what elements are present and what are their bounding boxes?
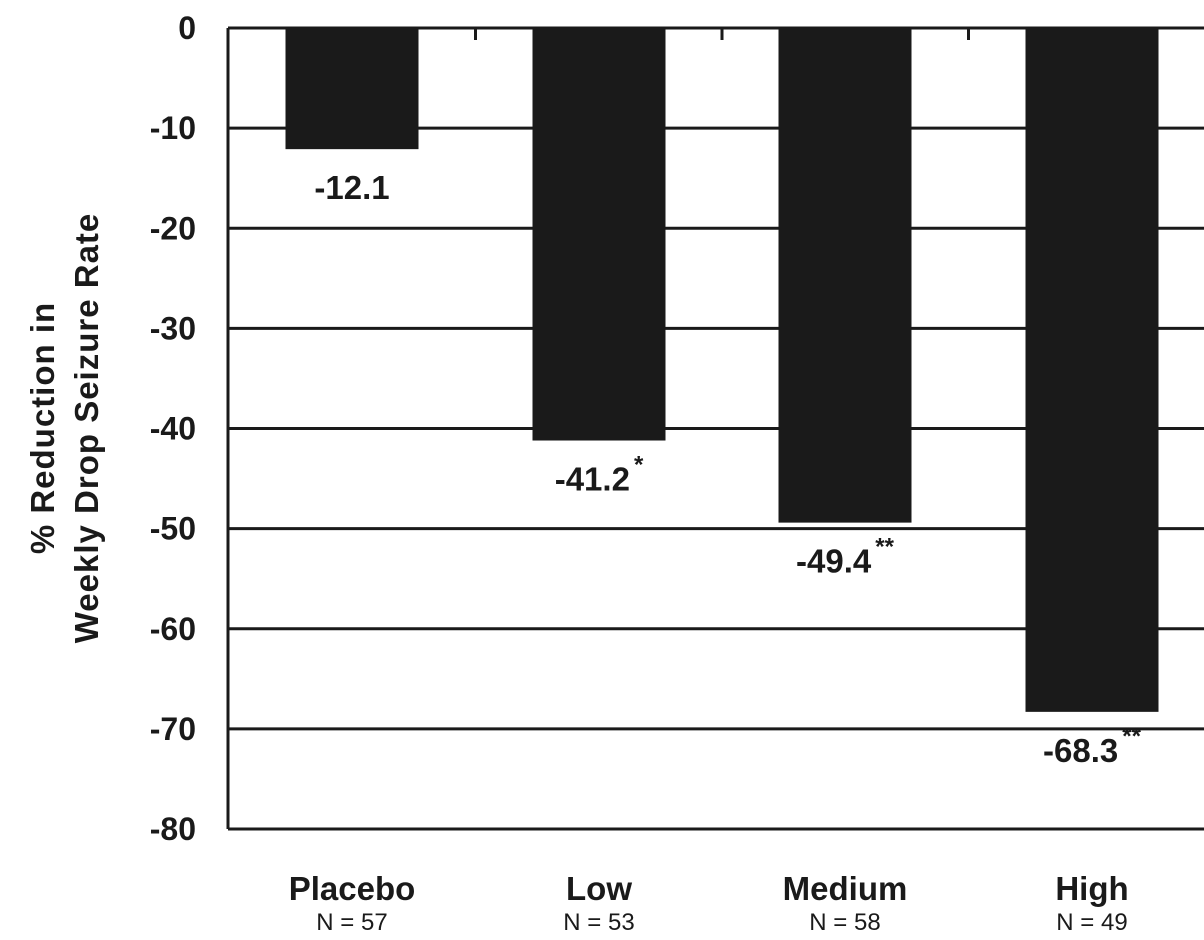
y-tick-label: -40 (150, 411, 196, 447)
significance-marker: ** (1122, 723, 1141, 750)
y-axis-label-line-2: Weekly Drop Seizure Rate (68, 213, 105, 644)
gridlines (228, 126, 1204, 731)
y-axis-label: % Reduction in Weekly Drop Seizure Rate (24, 213, 105, 644)
value-label: -68.3 ** (1043, 723, 1142, 769)
significance-marker: ** (875, 534, 894, 561)
x-category-label: Placebo (289, 870, 416, 907)
y-tick-label: -70 (150, 711, 196, 747)
bar-medium (778, 28, 912, 523)
bars (285, 28, 1159, 712)
sample-size-label: N = 57 (316, 909, 387, 936)
x-category-label: Medium (783, 870, 908, 907)
y-tick-label: -60 (150, 611, 196, 647)
y-tick-labels: 0 -10 -20 -30 -40 -50 -60 -70 -80 (150, 10, 196, 847)
sample-size-label: N = 49 (1056, 909, 1127, 936)
value-label: -41.2 * (555, 452, 644, 498)
bar-low (532, 28, 666, 441)
axes (226, 26, 1204, 831)
significance-marker: * (634, 452, 644, 479)
y-tick-label: -10 (150, 110, 196, 146)
y-tick-label: 0 (178, 10, 196, 46)
y-tick-label: -20 (150, 210, 196, 246)
x-category-label: High (1055, 870, 1128, 907)
value-label: -49.4 ** (796, 534, 895, 580)
sample-size-label: N = 58 (809, 909, 880, 936)
value-label: -12.1 (314, 169, 389, 206)
sample-size-label: N = 53 (563, 909, 634, 936)
bar-high (1025, 28, 1159, 712)
y-tick-label: -50 (150, 511, 196, 547)
y-tick-label: -80 (150, 811, 196, 847)
value-labels: -12.1 -41.2 * -49.4 ** -68.3 ** (314, 169, 1141, 769)
y-tick-label: -30 (150, 310, 196, 346)
x-category-label: Low (566, 870, 632, 907)
bar-placebo (285, 28, 419, 150)
y-axis-label-line-1: % Reduction in (24, 302, 61, 554)
